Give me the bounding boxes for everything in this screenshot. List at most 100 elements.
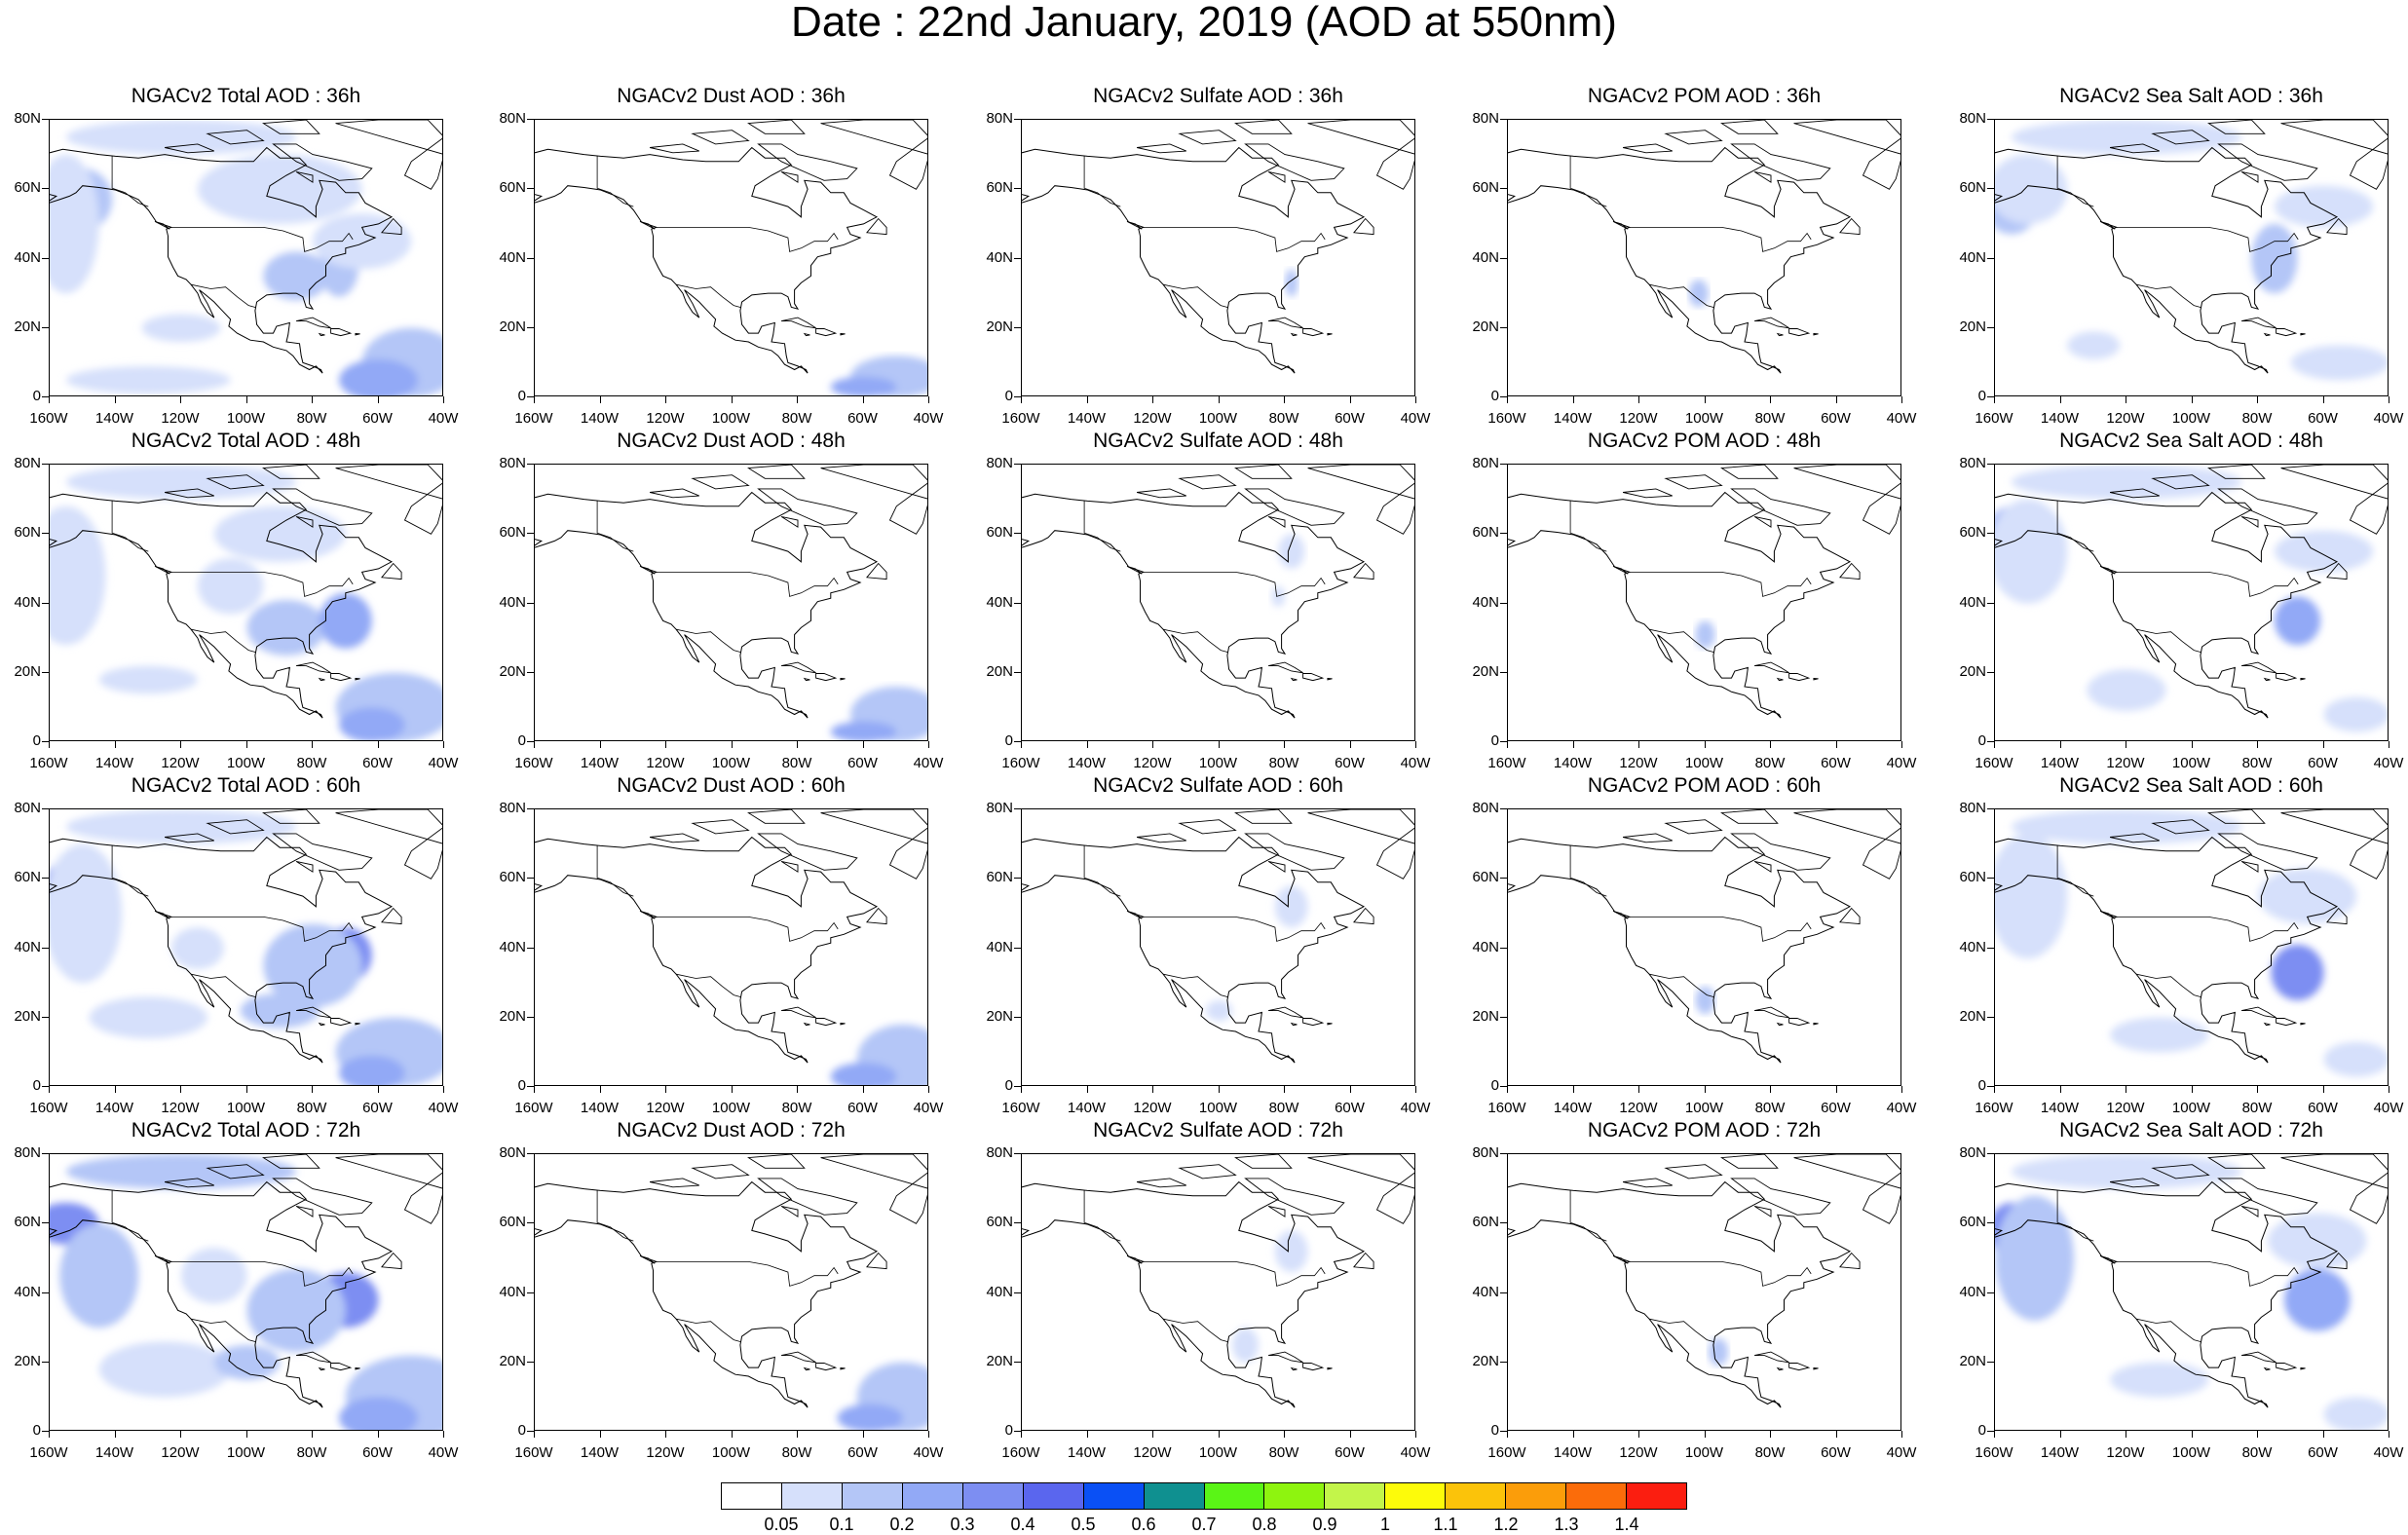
coastline [1137, 488, 1186, 499]
x-tick-mark [1086, 1431, 1088, 1438]
x-tick-mark [599, 1086, 601, 1093]
coastline [1126, 220, 1143, 230]
x-tick-label: 100W [711, 1444, 751, 1461]
colorbar-label: 1.4 [1614, 1515, 1639, 1534]
y-tick-mark [1987, 533, 1994, 535]
y-tick-mark [1987, 1153, 1994, 1154]
aod-shading [2323, 1041, 2388, 1077]
coastline [2207, 809, 2266, 824]
x-tick-mark [731, 741, 733, 748]
coastline [2151, 1164, 2210, 1179]
coastline [296, 1006, 331, 1019]
coastline [191, 973, 257, 998]
y-tick-mark [1500, 1222, 1507, 1224]
coastline [295, 1205, 314, 1217]
coastline [1244, 488, 1345, 526]
coastline [1649, 1318, 1715, 1343]
coastline [840, 678, 846, 681]
coastline [355, 1023, 360, 1026]
y-tick-mark [1500, 1292, 1507, 1293]
panel-title: NGACv2 Total AOD : 36h [131, 85, 361, 107]
x-tick-mark [2257, 741, 2258, 748]
x-tick-mark [928, 741, 929, 748]
coastline [2300, 678, 2306, 681]
coastline [1307, 1154, 1414, 1224]
x-tick-label: 80W [1268, 1100, 1299, 1116]
coastline [1244, 143, 1345, 181]
y-tick-label: 60N [499, 1214, 526, 1231]
map-panel-seasalt-3: NGACv2 Sea Salt AOD : 72h 80N 60N 40N 20N 0 16… [1959, 1119, 2403, 1461]
coastline [1788, 328, 1811, 337]
y-tick-mark [1987, 257, 1994, 259]
coastline [2207, 465, 2266, 479]
y-tick-mark [527, 1292, 534, 1293]
x-tick-mark [534, 741, 535, 748]
x-tick-label: 160W [29, 1100, 68, 1116]
x-tick-label: 100W [1684, 1100, 1724, 1116]
coastline [757, 1178, 858, 1216]
x-tick-mark [1994, 396, 1995, 403]
coastline [650, 833, 699, 843]
aod-shading [1995, 833, 2068, 959]
x-tick-mark [2191, 396, 2193, 403]
colorbar-label: 0.5 [1071, 1515, 1096, 1534]
y-tick-label: 0 [32, 1077, 41, 1094]
x-tick-mark [443, 1086, 444, 1093]
coastline [747, 465, 806, 479]
x-tick-label: 160W [29, 755, 68, 771]
x-tick-label: 40W [428, 1100, 459, 1116]
x-tick-label: 160W [1487, 410, 1526, 427]
panel-title: NGACv2 Sea Salt AOD : 36h [2059, 85, 2323, 107]
x-tick-mark [928, 1431, 929, 1438]
map-plot-area [1021, 808, 1415, 1086]
aod-shading [89, 996, 207, 1039]
y-tick-label: 0 [1977, 1422, 1986, 1439]
coastline [757, 488, 858, 526]
map-plot-area [1507, 1153, 1901, 1431]
x-tick-label: 60W [1821, 410, 1851, 427]
y-tick-mark [527, 1431, 534, 1432]
aod-shading [2274, 530, 2374, 573]
coastline [1995, 491, 2339, 719]
coastline [318, 332, 325, 337]
panel-title: NGACv2 Sea Salt AOD : 60h [2059, 774, 2323, 797]
aod-shading [197, 558, 264, 615]
x-tick-label: 140W [1067, 1444, 1107, 1461]
map-plot-area [1994, 119, 2389, 396]
x-tick-label: 140W [1067, 410, 1107, 427]
x-tick-label: 160W [29, 410, 68, 427]
coastline [2110, 1178, 2160, 1188]
coastline [1290, 1367, 1298, 1371]
x-tick-label: 100W [226, 1444, 266, 1461]
y-tick-label: 40N [14, 593, 41, 611]
aod-shading [1274, 1230, 1308, 1273]
y-tick-label: 20N [1472, 662, 1499, 680]
y-tick-label: 0 [1977, 732, 1986, 749]
x-tick-label: 40W [913, 1100, 944, 1116]
x-tick-mark [534, 396, 535, 403]
y-tick-label: 80N [1472, 110, 1499, 127]
y-tick-mark [527, 878, 534, 880]
aod-shading [1206, 999, 1232, 1022]
y-tick-mark [42, 533, 49, 535]
coastline [1234, 465, 1293, 479]
coastline [154, 565, 170, 575]
aod-shading [98, 665, 198, 694]
coastline [650, 488, 699, 499]
panel-title: NGACv2 Dust AOD : 48h [617, 430, 846, 452]
x-tick-label: 80W [296, 1100, 327, 1116]
x-tick-mark [377, 396, 379, 403]
x-tick-label: 140W [1553, 1444, 1593, 1461]
coastline [262, 809, 320, 824]
x-tick-label: 40W [1886, 755, 1917, 771]
colorbar-label: 1 [1379, 1515, 1390, 1534]
map-panel-dust-2: NGACv2 Dust AOD : 60h 80N 60N 40N 20N 0 160W 14… [499, 774, 943, 1116]
map-svg [1508, 120, 1900, 374]
x-tick-mark [1770, 1086, 1771, 1093]
coastline [1664, 1164, 1723, 1179]
x-tick-label: 100W [711, 755, 751, 771]
x-tick-label: 80W [296, 1444, 327, 1461]
coastline [1137, 833, 1186, 843]
x-tick-mark [49, 1086, 50, 1093]
x-tick-mark [1572, 1086, 1574, 1093]
